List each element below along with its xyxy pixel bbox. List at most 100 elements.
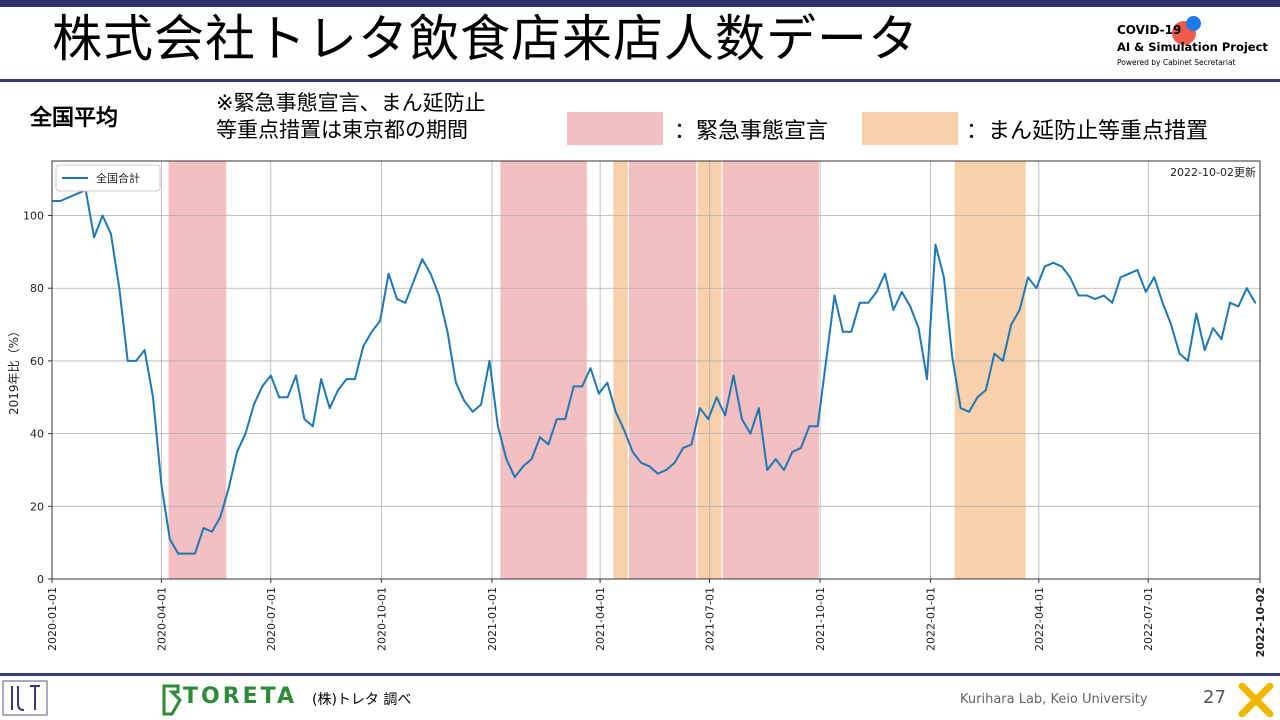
data-point	[1060, 265, 1063, 268]
data-point	[1237, 305, 1240, 308]
legend-emergency-swatch	[567, 112, 663, 145]
data-point	[396, 298, 398, 300]
data-point	[429, 272, 432, 275]
data-point	[892, 309, 895, 311]
footer-divider	[0, 673, 1280, 676]
x-tick-label: 2020-01-01	[46, 587, 59, 651]
data-point	[1010, 323, 1013, 326]
data-point	[51, 200, 53, 202]
data-point	[757, 407, 760, 410]
data-point	[379, 320, 381, 322]
emergency-period-band	[628, 161, 697, 579]
data-point	[67, 196, 70, 199]
data-point	[833, 294, 836, 297]
data-point	[110, 232, 112, 235]
data-point	[640, 461, 642, 464]
data-point	[943, 276, 945, 279]
data-point	[900, 291, 903, 293]
emergency-period-band	[500, 161, 587, 579]
data-point	[295, 374, 297, 377]
x-tick-label: 2022-10-02	[1254, 587, 1267, 657]
page-number: 27	[1203, 687, 1226, 708]
data-point	[934, 243, 937, 246]
data-point	[665, 469, 668, 471]
data-point	[253, 403, 255, 406]
data-point	[656, 472, 659, 475]
data-point	[421, 258, 424, 260]
x-tick-label: 2021-07-01	[703, 587, 716, 651]
toreta-brand: TORETA	[183, 684, 298, 709]
covid-logo-line2: AI & Simulation Project	[1117, 40, 1268, 54]
data-point	[286, 396, 289, 399]
data-point	[766, 469, 769, 471]
data-point	[505, 458, 508, 460]
data-point	[59, 200, 62, 202]
plot-frame	[51, 160, 1261, 580]
data-point	[1069, 276, 1071, 279]
data-point	[648, 465, 651, 468]
data-point	[320, 378, 323, 380]
data-point	[143, 349, 146, 351]
x-tick-label: 2020-10-01	[375, 587, 388, 651]
data-point	[345, 378, 348, 380]
data-point	[1144, 291, 1147, 293]
data-point	[555, 418, 558, 420]
data-point	[909, 305, 912, 308]
data-point	[1161, 301, 1164, 304]
data-point	[799, 447, 802, 449]
data-point	[101, 214, 104, 217]
legend-emergency-label: ：緊急事態宣言	[674, 119, 829, 144]
data-point	[581, 385, 583, 388]
data-point	[1027, 276, 1029, 279]
data-source: (株)トレタ 調べ	[312, 692, 412, 708]
data-point	[1245, 287, 1248, 290]
data-point	[673, 461, 676, 464]
data-point	[269, 374, 272, 377]
y-tick-label: 60	[30, 355, 44, 368]
data-point	[825, 360, 827, 362]
data-point	[715, 396, 718, 399]
data-point	[564, 418, 567, 420]
data-point	[412, 280, 415, 282]
data-point	[623, 429, 625, 431]
data-point	[387, 272, 390, 275]
emergency-period-band	[722, 161, 819, 579]
update-date-note: 2022-10-02更新	[1170, 165, 1256, 179]
y-tick-label: 0	[37, 573, 44, 586]
data-point	[185, 552, 188, 555]
data-point	[547, 443, 550, 446]
chart-legend-box	[55, 164, 161, 192]
data-point	[816, 425, 819, 428]
data-point	[370, 330, 373, 333]
data-point	[1052, 261, 1055, 264]
data-point	[985, 389, 987, 391]
data-point	[168, 538, 171, 540]
semi-emergency-period-band	[613, 161, 628, 579]
data-point	[539, 436, 541, 439]
chart-legend-label: 全国合計	[96, 171, 140, 185]
data-point	[1086, 294, 1088, 297]
data-point	[1035, 287, 1038, 290]
y-tick-label: 100	[23, 210, 44, 223]
data-point	[76, 192, 79, 195]
institution-logo-icon	[2, 680, 48, 716]
data-point	[614, 410, 617, 413]
data-point	[1203, 349, 1206, 351]
data-point	[741, 418, 743, 420]
data-point	[976, 396, 979, 399]
logo-blue-dot	[1186, 16, 1201, 31]
data-point	[1111, 301, 1114, 304]
data-point	[438, 294, 440, 297]
period-note-line2: 等重点措置は東京都の期間	[216, 118, 468, 142]
top-accent-bar	[0, 0, 1280, 7]
data-point	[530, 458, 533, 460]
data-point	[328, 407, 331, 410]
data-point	[337, 389, 339, 391]
data-point	[219, 516, 222, 519]
region-label: 全国平均	[30, 106, 119, 131]
data-point	[1220, 338, 1223, 340]
emergency-period-band	[168, 161, 227, 579]
data-point	[1187, 360, 1189, 362]
x-tick-label: 2022-01-01	[925, 587, 938, 651]
data-point	[791, 450, 794, 453]
